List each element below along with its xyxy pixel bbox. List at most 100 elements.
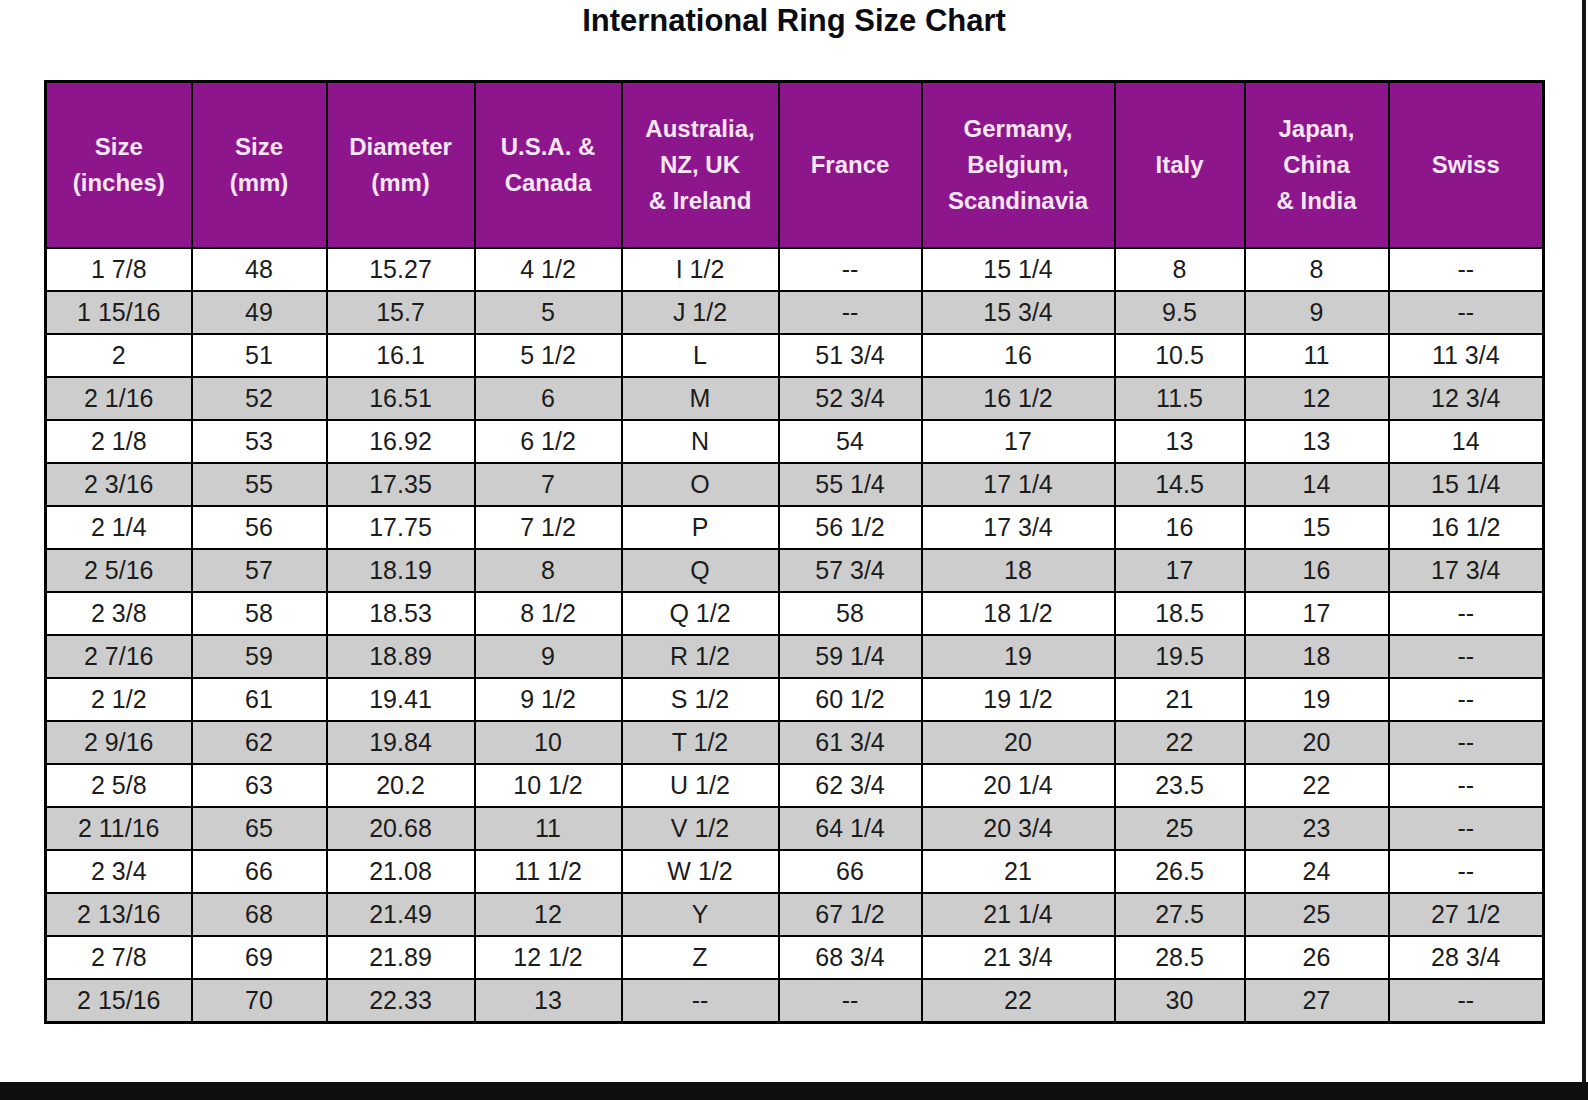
cell: 27 1/2: [1389, 893, 1544, 936]
table-row: 2 3/46621.0811 1/2W 1/2662126.524--: [46, 850, 1544, 893]
cell: R 1/2: [622, 635, 779, 678]
cell: --: [1389, 807, 1544, 850]
cell: 21 3/4: [922, 936, 1115, 979]
header-cell: U.S.A. & Canada: [475, 82, 622, 249]
cell: O: [622, 463, 779, 506]
cell: 2 13/16: [46, 893, 192, 936]
cell: 68: [192, 893, 327, 936]
cell: 5 1/2: [475, 334, 622, 377]
cell: 49: [192, 291, 327, 334]
cell: 19.84: [327, 721, 475, 764]
cell: 10: [475, 721, 622, 764]
cell: 52 3/4: [779, 377, 922, 420]
cell: 8 1/2: [475, 592, 622, 635]
cell: 12: [1245, 377, 1389, 420]
cell: 48: [192, 248, 327, 291]
cell: 2 7/8: [46, 936, 192, 979]
cell: 58: [192, 592, 327, 635]
cell: 14: [1389, 420, 1544, 463]
cell: 4 1/2: [475, 248, 622, 291]
table-row: 2 3/85818.538 1/2Q 1/25818 1/218.517--: [46, 592, 1544, 635]
cell: 52: [192, 377, 327, 420]
table-row: 2 5/165718.198Q57 3/418171617 3/4: [46, 549, 1544, 592]
cell: 20 1/4: [922, 764, 1115, 807]
cell: 6 1/2: [475, 420, 622, 463]
cell: 11.5: [1115, 377, 1245, 420]
cell: 2 11/16: [46, 807, 192, 850]
cell: 11: [1245, 334, 1389, 377]
cell: 17: [1115, 549, 1245, 592]
cell: --: [779, 979, 922, 1023]
cell: 2 1/8: [46, 420, 192, 463]
cell: 65: [192, 807, 327, 850]
cell: 7: [475, 463, 622, 506]
cell: L: [622, 334, 779, 377]
cell: 70: [192, 979, 327, 1023]
cell: 19: [922, 635, 1115, 678]
cell: 11 3/4: [1389, 334, 1544, 377]
header-cell: Germany, Belgium, Scandinavia: [922, 82, 1115, 249]
page-right-edge-line: [1582, 0, 1586, 1100]
cell: 22: [1115, 721, 1245, 764]
cell: 15 1/4: [1389, 463, 1544, 506]
cell: 12 3/4: [1389, 377, 1544, 420]
cell: 60 1/2: [779, 678, 922, 721]
cell: 19.5: [1115, 635, 1245, 678]
table-row: 2 1/45617.757 1/2P56 1/217 3/4161516 1/2: [46, 506, 1544, 549]
cell: 20.68: [327, 807, 475, 850]
header-cell: Japan, China & India: [1245, 82, 1389, 249]
cell: 20: [1245, 721, 1389, 764]
cell: 22: [922, 979, 1115, 1023]
cell: 62 3/4: [779, 764, 922, 807]
cell: 21.08: [327, 850, 475, 893]
cell: 24: [1245, 850, 1389, 893]
cell: 18.19: [327, 549, 475, 592]
cell: 18: [922, 549, 1115, 592]
cell: 2 1/4: [46, 506, 192, 549]
cell: 57 3/4: [779, 549, 922, 592]
cell: 22: [1245, 764, 1389, 807]
cell: 25: [1115, 807, 1245, 850]
cell: 28 3/4: [1389, 936, 1544, 979]
cell: 10.5: [1115, 334, 1245, 377]
cell: 68 3/4: [779, 936, 922, 979]
cell: 20 3/4: [922, 807, 1115, 850]
cell: 51 3/4: [779, 334, 922, 377]
page: { "title": "International Ring Size Char…: [0, 0, 1588, 1100]
cell: 13: [475, 979, 622, 1023]
cell: Z: [622, 936, 779, 979]
cell: 8: [475, 549, 622, 592]
cell: 9 1/2: [475, 678, 622, 721]
cell: 59 1/4: [779, 635, 922, 678]
cell: 2 15/16: [46, 979, 192, 1023]
cell: 61 3/4: [779, 721, 922, 764]
cell: 13: [1115, 420, 1245, 463]
cell: 55: [192, 463, 327, 506]
ring-size-table: Size (inches)Size (mm)Diameter (mm)U.S.A…: [44, 80, 1545, 1024]
cell: 21 1/4: [922, 893, 1115, 936]
cell: 11: [475, 807, 622, 850]
cell: 17 3/4: [1389, 549, 1544, 592]
page-bottom-bar: [0, 1082, 1588, 1100]
cell: 23.5: [1115, 764, 1245, 807]
cell: 16: [922, 334, 1115, 377]
cell: 23: [1245, 807, 1389, 850]
cell: 19.41: [327, 678, 475, 721]
cell: --: [1389, 678, 1544, 721]
table-row: 2 3/165517.357O55 1/417 1/414.51415 1/4: [46, 463, 1544, 506]
cell: 15 1/4: [922, 248, 1115, 291]
table-row: 2 1/26119.419 1/2S 1/260 1/219 1/22119--: [46, 678, 1544, 721]
cell: --: [1389, 979, 1544, 1023]
cell: 2 1/2: [46, 678, 192, 721]
cell: 57: [192, 549, 327, 592]
cell: S 1/2: [622, 678, 779, 721]
cell: 14: [1245, 463, 1389, 506]
cell: --: [1389, 291, 1544, 334]
cell: 1 15/16: [46, 291, 192, 334]
cell: 56: [192, 506, 327, 549]
cell: 20.2: [327, 764, 475, 807]
cell: 2 3/4: [46, 850, 192, 893]
cell: 9: [1245, 291, 1389, 334]
cell: 21: [922, 850, 1115, 893]
cell: 15.27: [327, 248, 475, 291]
